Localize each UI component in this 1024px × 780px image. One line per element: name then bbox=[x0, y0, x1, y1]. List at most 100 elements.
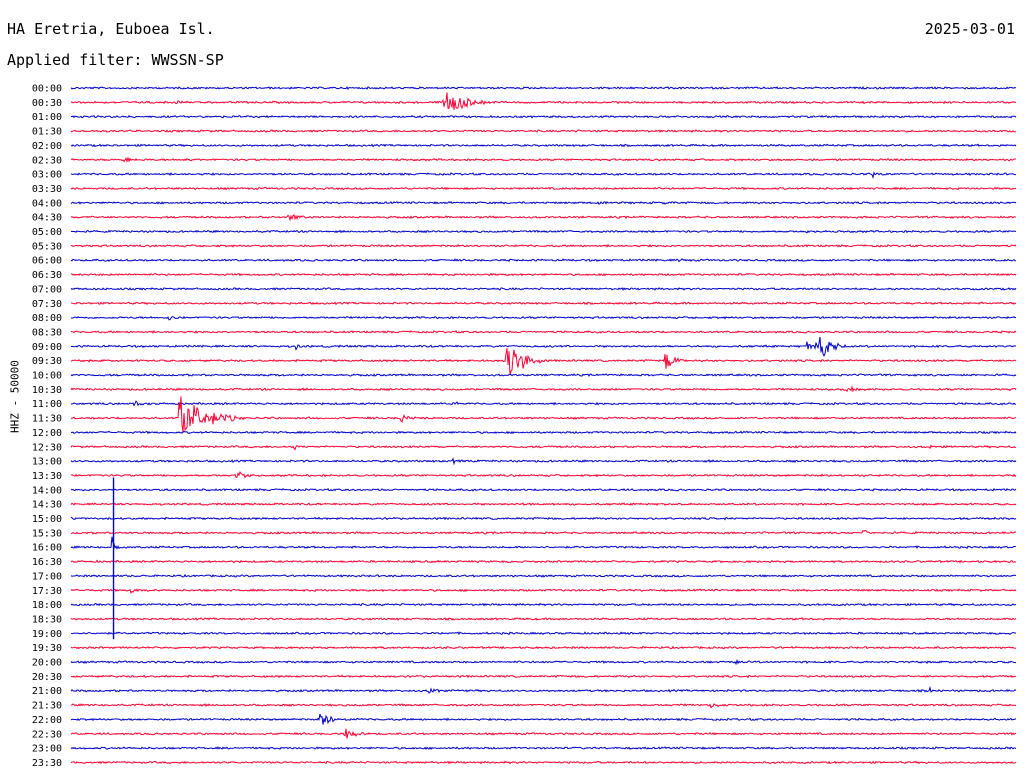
trace-line bbox=[70, 258, 1016, 263]
time-tick-label: 18:30 bbox=[32, 614, 62, 625]
trace-line bbox=[70, 703, 1017, 709]
time-tick-label: 03:00 bbox=[32, 170, 62, 181]
time-tick-label: 02:00 bbox=[32, 141, 62, 152]
trace-line bbox=[70, 502, 1017, 507]
time-tick-label: 00:30 bbox=[32, 98, 62, 109]
time-tick-label: 20:30 bbox=[32, 672, 62, 683]
trace-line bbox=[70, 301, 1017, 306]
time-tick-label: 18:00 bbox=[32, 600, 62, 611]
time-tick-label: 11:00 bbox=[32, 399, 62, 410]
trace-line bbox=[70, 143, 1017, 148]
trace-line bbox=[70, 529, 1017, 535]
trace-line bbox=[70, 631, 1017, 636]
trace-line bbox=[70, 129, 1017, 133]
time-tick-label: 05:00 bbox=[32, 227, 62, 238]
trace-line bbox=[70, 86, 1017, 90]
time-tick-label: 15:00 bbox=[32, 514, 62, 525]
trace-line bbox=[70, 573, 1017, 578]
time-tick-label: 16:30 bbox=[32, 557, 62, 568]
time-tick-label: 08:00 bbox=[32, 313, 62, 324]
trace-line bbox=[70, 287, 1017, 291]
trace-line bbox=[70, 156, 1017, 164]
trace-line bbox=[70, 760, 1017, 765]
trace-line bbox=[70, 243, 1017, 248]
trace-line bbox=[70, 329, 1017, 334]
time-tick-label: 05:30 bbox=[32, 241, 62, 252]
time-tick-label: 13:30 bbox=[32, 471, 62, 482]
time-tick-label: 16:00 bbox=[32, 543, 62, 554]
time-tick-label: 23:30 bbox=[32, 758, 62, 769]
time-tick-label: 00:00 bbox=[32, 84, 62, 95]
trace-line bbox=[70, 588, 1017, 595]
trace-line bbox=[70, 674, 1017, 679]
time-tick-label: 03:30 bbox=[32, 184, 62, 195]
time-tick-label: 12:30 bbox=[32, 442, 62, 453]
time-tick-label: 14:30 bbox=[32, 500, 62, 511]
trace-line bbox=[70, 214, 1017, 222]
trace-line bbox=[70, 746, 1017, 750]
trace-line bbox=[70, 171, 1017, 180]
trace-line bbox=[70, 602, 1017, 607]
trace-line bbox=[70, 400, 1017, 407]
trace-line bbox=[70, 373, 1017, 377]
time-tick-label: 22:30 bbox=[32, 729, 62, 740]
trace-line bbox=[70, 645, 1017, 650]
time-tick-label: 13:00 bbox=[32, 457, 62, 468]
time-tick-label: 04:30 bbox=[32, 213, 62, 224]
trace-line bbox=[70, 336, 1017, 357]
time-tick-label: 01:00 bbox=[32, 112, 62, 123]
trace-line bbox=[70, 536, 1017, 550]
time-tick-label: 19:30 bbox=[32, 643, 62, 654]
trace-line bbox=[70, 728, 1017, 739]
time-tick-label: 07:30 bbox=[32, 299, 62, 310]
time-tick-label: 06:30 bbox=[32, 270, 62, 281]
time-tick-label: 20:00 bbox=[32, 658, 62, 669]
trace-line bbox=[70, 272, 1017, 277]
time-tick-label: 08:30 bbox=[32, 327, 62, 338]
trace-line bbox=[70, 457, 1017, 466]
time-tick-label: 17:30 bbox=[32, 586, 62, 597]
trace-line bbox=[70, 92, 1017, 110]
trace-line bbox=[70, 444, 1017, 451]
time-tick-label: 21:00 bbox=[32, 686, 62, 697]
trace-line bbox=[70, 430, 1017, 435]
trace-line bbox=[70, 200, 1017, 205]
trace-line bbox=[70, 471, 1017, 479]
time-tick-label: 17:00 bbox=[32, 571, 62, 582]
time-tick-label: 12:00 bbox=[32, 428, 62, 439]
trace-line bbox=[70, 348, 1017, 376]
time-tick-label: 15:30 bbox=[32, 528, 62, 539]
date-label: 2025-03-01 bbox=[924, 20, 1015, 38]
trace-line bbox=[70, 516, 1017, 521]
time-tick-label: 06:00 bbox=[32, 256, 62, 267]
time-tick-label: 09:30 bbox=[32, 356, 62, 367]
station-title: HA Eretria, Euboea Isl. bbox=[7, 20, 215, 38]
time-tick-label: 11:30 bbox=[32, 414, 62, 425]
time-tick-label: 07:00 bbox=[32, 284, 62, 295]
trace-line bbox=[70, 559, 1017, 564]
time-tick-label: 21:30 bbox=[32, 701, 62, 712]
time-tick-label: 09:00 bbox=[32, 342, 62, 353]
time-tick-label: 22:00 bbox=[32, 715, 62, 726]
trace-line bbox=[70, 713, 1017, 725]
trace-line bbox=[70, 315, 1017, 321]
time-tick-label: 10:30 bbox=[32, 385, 62, 396]
trace-line bbox=[70, 617, 1017, 621]
time-tick-label: 02:30 bbox=[32, 155, 62, 166]
time-tick-label: 14:00 bbox=[32, 485, 62, 496]
trace-line bbox=[70, 658, 1017, 666]
time-tick-label: 10:00 bbox=[32, 371, 62, 382]
trace-line bbox=[70, 186, 1017, 191]
trace-line bbox=[70, 229, 1017, 234]
filter-label: Applied filter: WWSSN-SP bbox=[7, 51, 224, 69]
time-tick-label: 01:30 bbox=[32, 127, 62, 138]
time-tick-label: 19:00 bbox=[32, 629, 62, 640]
time-tick-label: 04:00 bbox=[32, 198, 62, 209]
trace-line bbox=[70, 114, 1017, 119]
time-tick-label: 23:00 bbox=[32, 744, 62, 755]
trace-line bbox=[70, 487, 1017, 492]
trace-line bbox=[70, 385, 1017, 393]
trace-line bbox=[70, 685, 1017, 694]
trace-line bbox=[70, 396, 1017, 433]
